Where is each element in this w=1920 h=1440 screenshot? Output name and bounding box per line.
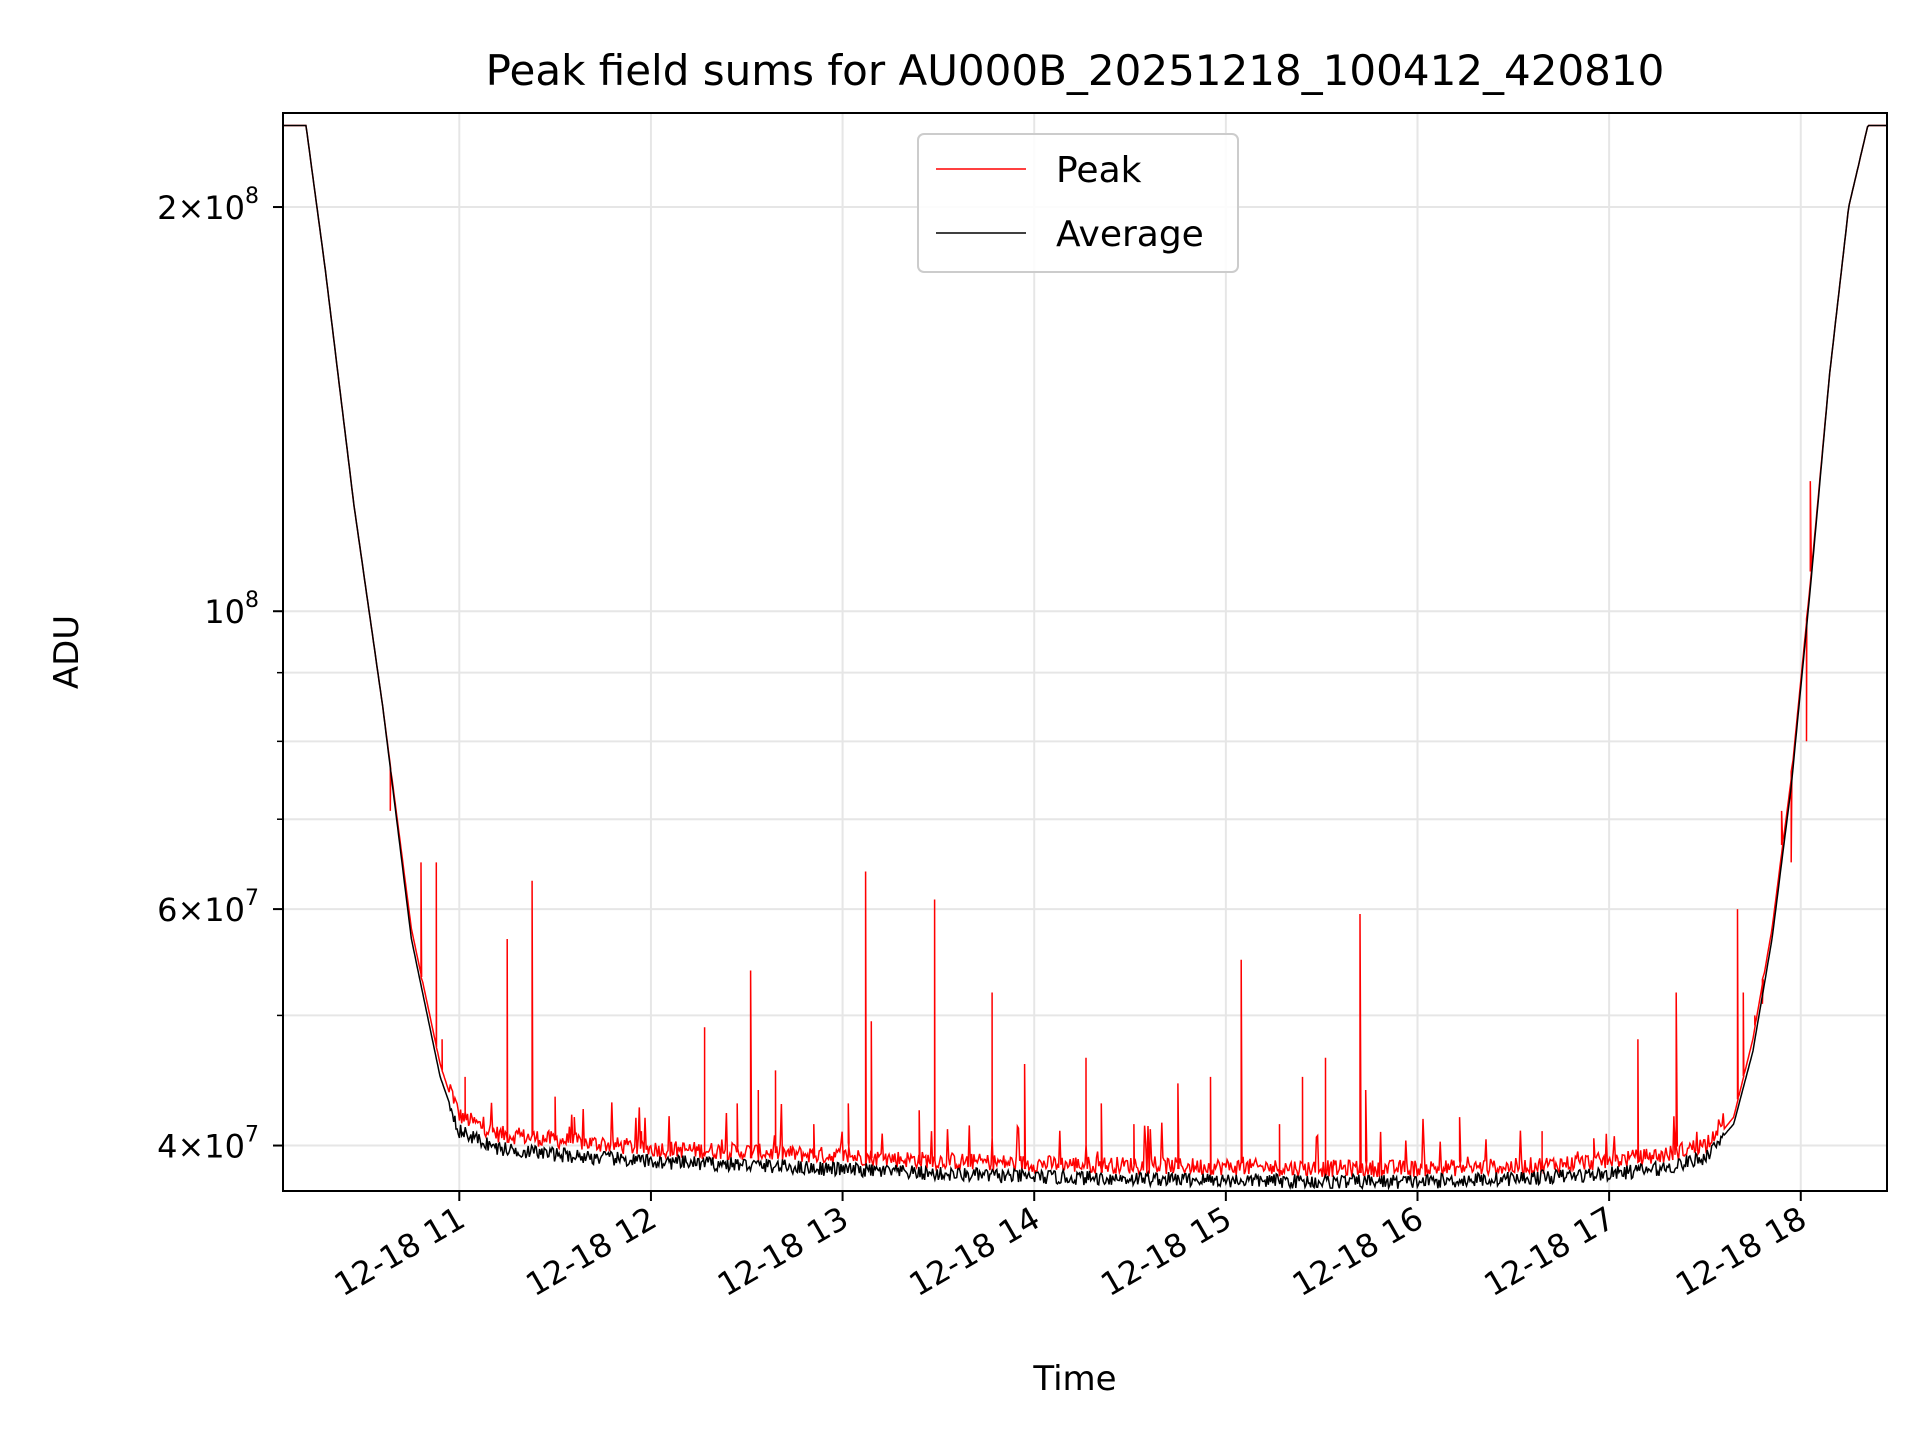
x-axis-label: Time [1032, 1359, 1116, 1399]
chart-title: Peak field sums for AU000B_20251218_1004… [486, 46, 1665, 95]
grid [283, 113, 1887, 1191]
y-tick-label: 2×108 [157, 184, 259, 227]
series-line-average [283, 124, 1887, 1191]
y-tick-label: 4×107 [157, 1123, 259, 1166]
legend-label-average: Average [1056, 214, 1204, 255]
legend: Peak Average [917, 133, 1239, 273]
y-tick-label: 6×107 [157, 886, 259, 929]
legend-label-peak: Peak [1056, 150, 1142, 191]
y-axis-label: ADU [47, 615, 87, 689]
plot-frame [282, 112, 1888, 1192]
series-layer [283, 124, 1887, 1191]
series-line-peak [283, 124, 1887, 1178]
